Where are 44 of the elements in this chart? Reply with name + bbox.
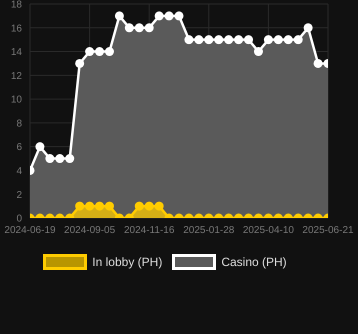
point <box>134 23 144 32</box>
point <box>194 35 204 44</box>
y-tick-label: 6 <box>16 142 22 154</box>
point <box>244 35 254 44</box>
y-tick-label: 2 <box>16 190 22 201</box>
point <box>284 35 293 44</box>
point <box>274 35 283 44</box>
point <box>174 11 184 20</box>
point <box>314 58 323 68</box>
point <box>184 35 194 44</box>
x-tick-label: 2024-06-19 <box>4 225 56 236</box>
x-tick-label: 2025-01-28 <box>183 225 235 236</box>
point <box>75 58 84 68</box>
point <box>204 35 214 44</box>
point <box>254 47 263 56</box>
point <box>264 35 273 44</box>
y-tick-label: 0 <box>16 214 22 225</box>
point <box>234 35 244 44</box>
point <box>124 23 134 32</box>
point <box>95 47 104 56</box>
x-tick-label: 2025-04-10 <box>242 225 294 236</box>
y-tick-label: 12 <box>10 70 22 82</box>
x-tick-label: 2025-06-21 <box>302 225 354 236</box>
x-tick-label: 2024-11-16 <box>124 225 175 236</box>
legend-label: In lobby (PH) <box>92 255 162 269</box>
point <box>304 23 313 32</box>
y-tick-label: 8 <box>16 118 22 130</box>
point <box>114 11 124 20</box>
y-tick-label: 10 <box>10 94 22 106</box>
point <box>224 35 234 44</box>
point <box>104 47 114 56</box>
x-tick-label: 2024-09-05 <box>64 225 116 236</box>
y-tick-label: 16 <box>10 23 22 34</box>
point <box>154 11 164 20</box>
y-tick-label: 4 <box>16 166 22 177</box>
point <box>294 35 303 44</box>
point <box>35 142 44 152</box>
y-tick-label: 18 <box>10 0 22 11</box>
y-tick-label: 14 <box>10 47 22 58</box>
legend-label: Casino (PH) <box>221 255 287 269</box>
point <box>85 47 94 56</box>
point <box>164 11 174 20</box>
point <box>214 35 224 44</box>
point <box>144 23 154 32</box>
